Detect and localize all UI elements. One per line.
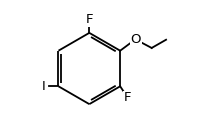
Text: F: F	[85, 13, 93, 26]
Text: I: I	[42, 80, 46, 93]
Text: F: F	[124, 92, 132, 104]
Text: O: O	[131, 33, 141, 45]
